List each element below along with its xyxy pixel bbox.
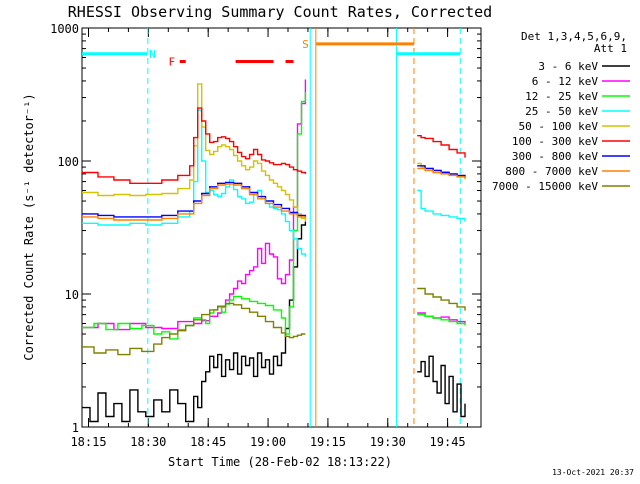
x-tick-label: 18:15: [70, 435, 106, 449]
series-line: [417, 313, 466, 326]
x-tick-label: 18:45: [190, 435, 226, 449]
x-tick-label: 19:30: [370, 435, 406, 449]
series-line: [82, 107, 307, 184]
series-line: [82, 302, 306, 356]
series-line: [82, 183, 307, 221]
legend-entry: 100 - 300 keV: [512, 135, 598, 148]
series-line: [417, 189, 466, 222]
series-line: [82, 83, 307, 222]
footer-date: 13-Oct-2021 20:37: [552, 468, 634, 477]
legend-entry: 3 - 6 keV: [538, 60, 598, 73]
y-axis: 1 10 100 1000: [50, 22, 481, 435]
x-tick-label: 19:00: [250, 435, 286, 449]
series-line: [82, 181, 307, 218]
attenuator-markers: [147, 28, 461, 427]
plot-area: [81, 27, 482, 428]
x-tick-label: 18:30: [130, 435, 166, 449]
legend-entry: 800 - 7000 keV: [505, 165, 598, 178]
series-line: [82, 221, 307, 423]
legend-entry: 300 - 800 keV: [512, 150, 598, 163]
legend: Det 1,3,4,5,6,9,Att 1 3 - 6 keV 6 - 12 keV…: [492, 30, 630, 193]
series-line: [417, 287, 466, 311]
legend-entry: 12 - 25 keV: [525, 90, 598, 103]
legend-entry: 7000 - 15000 keV: [492, 180, 598, 193]
y-tick-label: 1000: [50, 22, 79, 36]
series-line: [417, 355, 466, 418]
legend-header: Det 1,3,4,5,6,9,: [521, 30, 627, 43]
series-line: [82, 109, 307, 257]
flag-label: N: [149, 48, 156, 61]
y-tick-label: 1: [72, 421, 79, 435]
series-line: [82, 79, 307, 331]
legend-entry: 6 - 12 keV: [532, 75, 599, 88]
flag-bars: NF S: [82, 38, 461, 68]
flag-label: F: [168, 55, 175, 68]
x-axis: 18:15 18:30 18:45 19:00 19:15 19:30 19:45: [70, 28, 469, 449]
chart-title: RHESSI Observing Summary Count Rates, Co…: [68, 3, 492, 21]
legend-header: Att 1: [594, 42, 627, 55]
flag-label: S: [302, 38, 309, 51]
x-axis-label: Start Time (28-Feb-02 18:13:22): [168, 455, 392, 469]
legend-entry: 25 - 50 keV: [525, 105, 598, 118]
series-line: [82, 92, 307, 340]
x-tick-label: 19:45: [430, 435, 466, 449]
series-line: [417, 167, 466, 179]
x-tick-label: 19:15: [310, 435, 346, 449]
series-line: [417, 135, 466, 158]
y-tick-label: 100: [57, 155, 79, 169]
y-axis-label: Corrected Count Rate (s⁻¹ detector⁻¹): [22, 93, 36, 360]
legend-entry: 50 - 100 keV: [519, 120, 599, 133]
plot-frame: [81, 27, 482, 428]
y-tick-label: 10: [65, 288, 79, 302]
series-lines: [82, 79, 466, 423]
